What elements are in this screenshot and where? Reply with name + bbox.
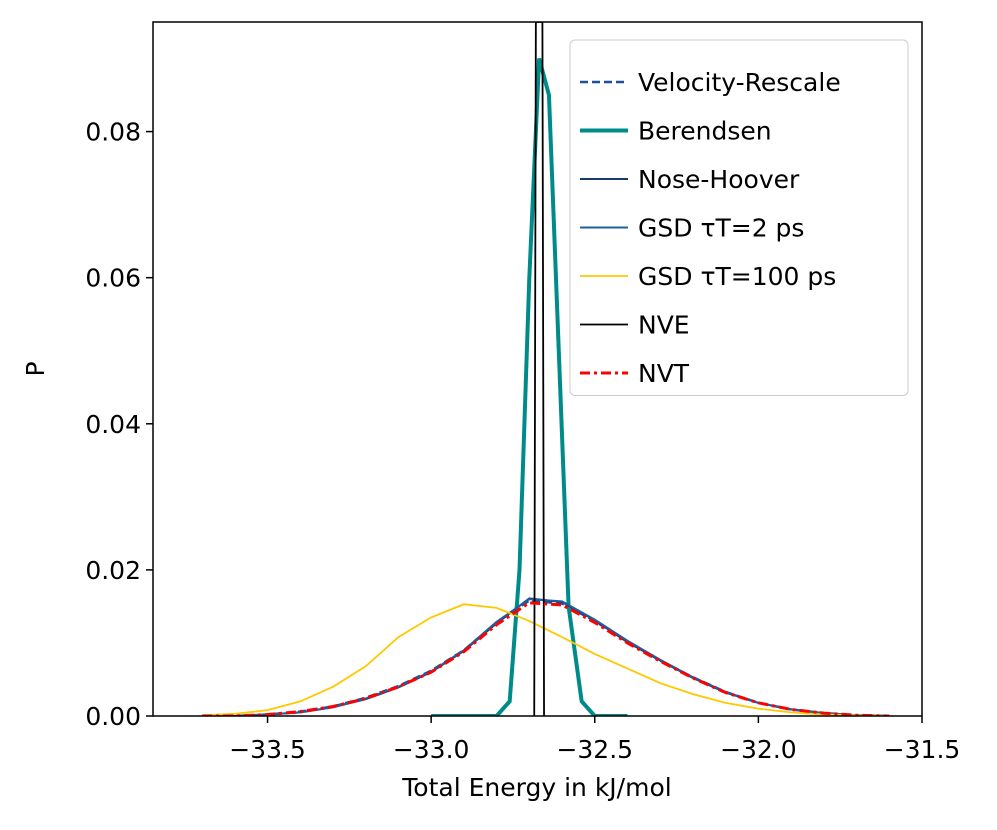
legend-label: GSD τT=100 ps — [638, 262, 836, 291]
series-line — [202, 601, 890, 716]
plot-frame — [152, 21, 923, 717]
x-axis-label: Total Energy in kJ/mol — [401, 773, 671, 802]
y-tick-label: 0.06 — [85, 264, 141, 293]
x-tick-label: −33.0 — [393, 735, 470, 764]
series-line — [533, 22, 545, 716]
legend-box — [569, 39, 909, 396]
x-tick-label: −31.5 — [884, 735, 961, 764]
series-line — [431, 58, 628, 716]
x-tick-label: −33.5 — [229, 735, 306, 764]
series-line — [202, 603, 890, 716]
y-tick-label: 0.00 — [85, 702, 141, 731]
x-tick-label: −32.5 — [556, 735, 633, 764]
y-tick-label: 0.04 — [85, 410, 141, 439]
y-axis-label: P — [21, 361, 50, 376]
y-tick-label: 0.08 — [85, 118, 141, 147]
x-tick-label: −32.0 — [720, 735, 797, 764]
legend-label: Velocity-Rescale — [638, 68, 841, 97]
legend-label: Berendsen — [638, 117, 772, 146]
legend-label: Nose-Hoover — [638, 165, 800, 194]
legend-label: NVE — [638, 311, 690, 340]
legend-label: GSD τT=2 ps — [638, 214, 804, 243]
y-tick-label: 0.02 — [85, 556, 141, 585]
plot-lines — [202, 22, 890, 716]
legend-label: NVT — [638, 359, 690, 388]
